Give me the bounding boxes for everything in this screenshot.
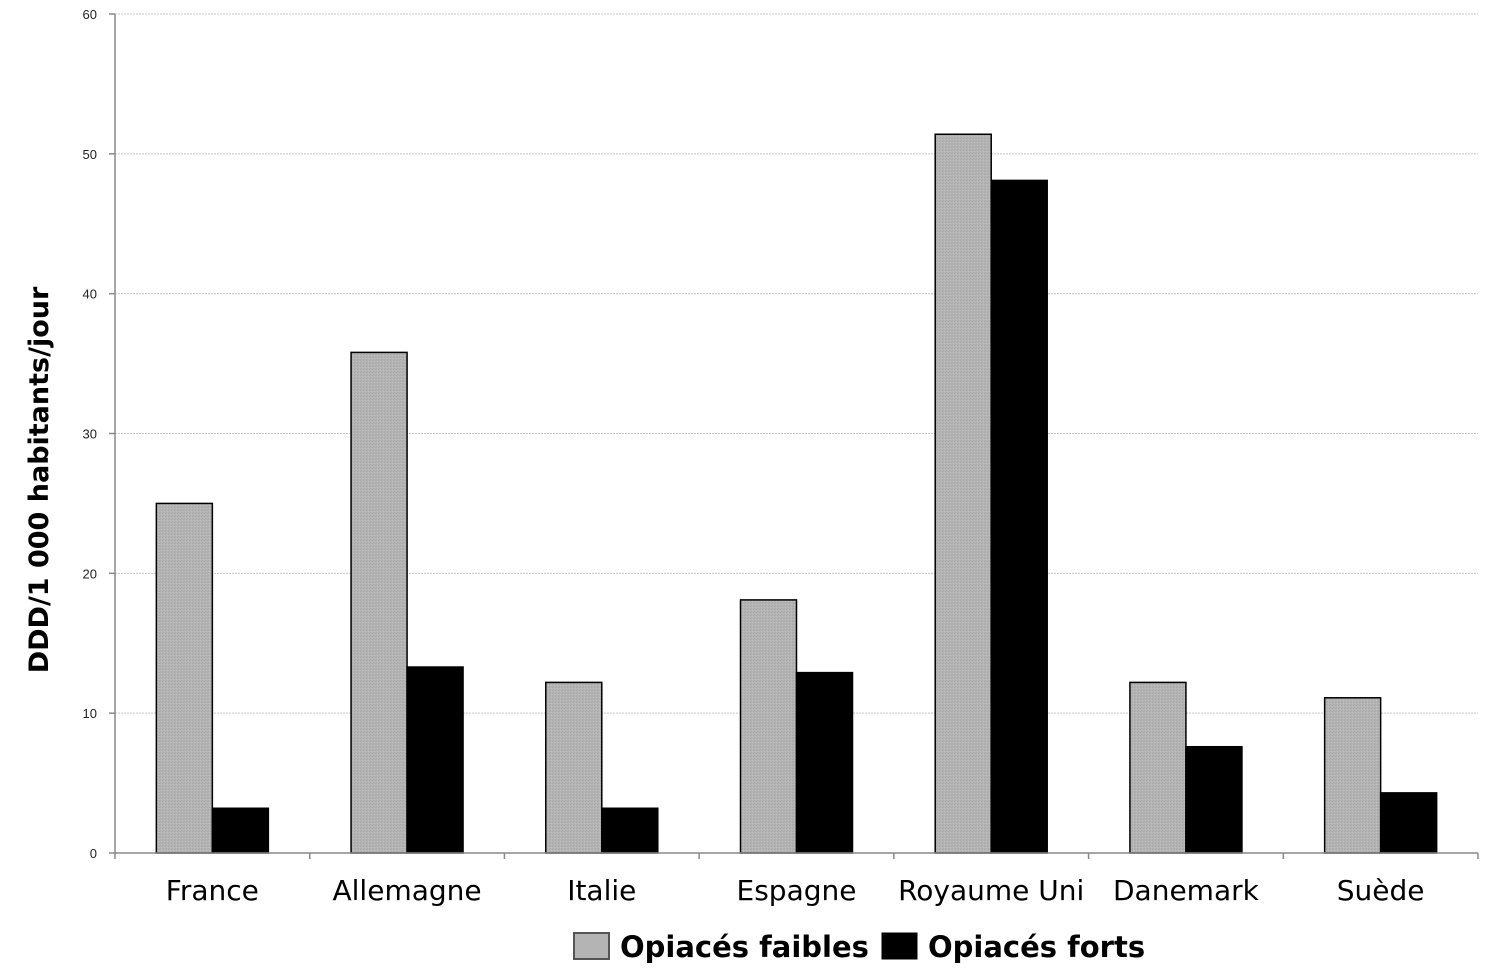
- bar-opiaces-faibles-danemark: [1129, 681, 1187, 854]
- bar-opiaces-forts-allemagne: [406, 666, 464, 854]
- bar-opiaces-forts-danemark: [1185, 745, 1243, 854]
- y-tick-label-20: 20: [83, 566, 97, 581]
- y-tick-label-10: 10: [83, 706, 97, 721]
- category-label-italie: Italie: [567, 874, 636, 907]
- bar-opiaces-faibles-france: [155, 502, 214, 854]
- y-tick-label-0: 0: [90, 846, 97, 861]
- bar-opiaces-faibles-royaume-uni: [934, 133, 992, 854]
- legend-swatch-opiaces-forts: [881, 932, 918, 960]
- bar-opiaces-faibles-suede: [1323, 697, 1382, 854]
- category-label-danemark: Danemark: [1113, 874, 1260, 907]
- y-tick-label-30: 30: [83, 427, 97, 442]
- category-label-suede: Suède: [1337, 874, 1425, 907]
- category-label-allemagne: Allemagne: [333, 874, 482, 907]
- category-label-espagne: Espagne: [737, 874, 857, 907]
- axes: [109, 13, 1479, 859]
- y-tick-label-60: 60: [83, 7, 97, 22]
- bar-opiaces-faibles-allemagne: [350, 351, 408, 854]
- bar-opiaces-forts-france: [211, 807, 270, 854]
- y-axis-title: DDD/1 000 habitants/jour: [24, 286, 55, 673]
- category-label-royaume-uni: Royaume Uni: [898, 874, 1084, 907]
- y-tick-label-50: 50: [83, 147, 97, 162]
- bar-opiaces-faibles-italie: [545, 681, 603, 854]
- category-label-france: France: [166, 874, 259, 907]
- category-labels: France Allemagne Italie Espagne Royaume Uni D…: [166, 874, 1425, 907]
- bar-opiaces-forts-suede: [1379, 792, 1438, 854]
- y-tick-labels: 0 10 20 30 40 50 60: [83, 7, 97, 861]
- legend-label-opiaces-faibles: Opiacés faibles: [620, 930, 869, 964]
- bar-opiaces-faibles-espagne: [739, 599, 798, 854]
- bar-opiaces-forts-espagne: [795, 671, 854, 854]
- y-tick-label-40: 40: [83, 287, 97, 302]
- bars: [155, 133, 1438, 854]
- bar-opiaces-forts-royaume-uni: [990, 179, 1048, 854]
- gridlines: [115, 13, 1478, 714]
- bar-opiaces-forts-italie: [601, 807, 659, 854]
- legend-swatch-opiaces-faibles: [573, 932, 610, 960]
- legend: Opiacés faibles Opiacés forts: [573, 930, 1145, 964]
- legend-label-opiaces-forts: Opiacés forts: [928, 930, 1145, 964]
